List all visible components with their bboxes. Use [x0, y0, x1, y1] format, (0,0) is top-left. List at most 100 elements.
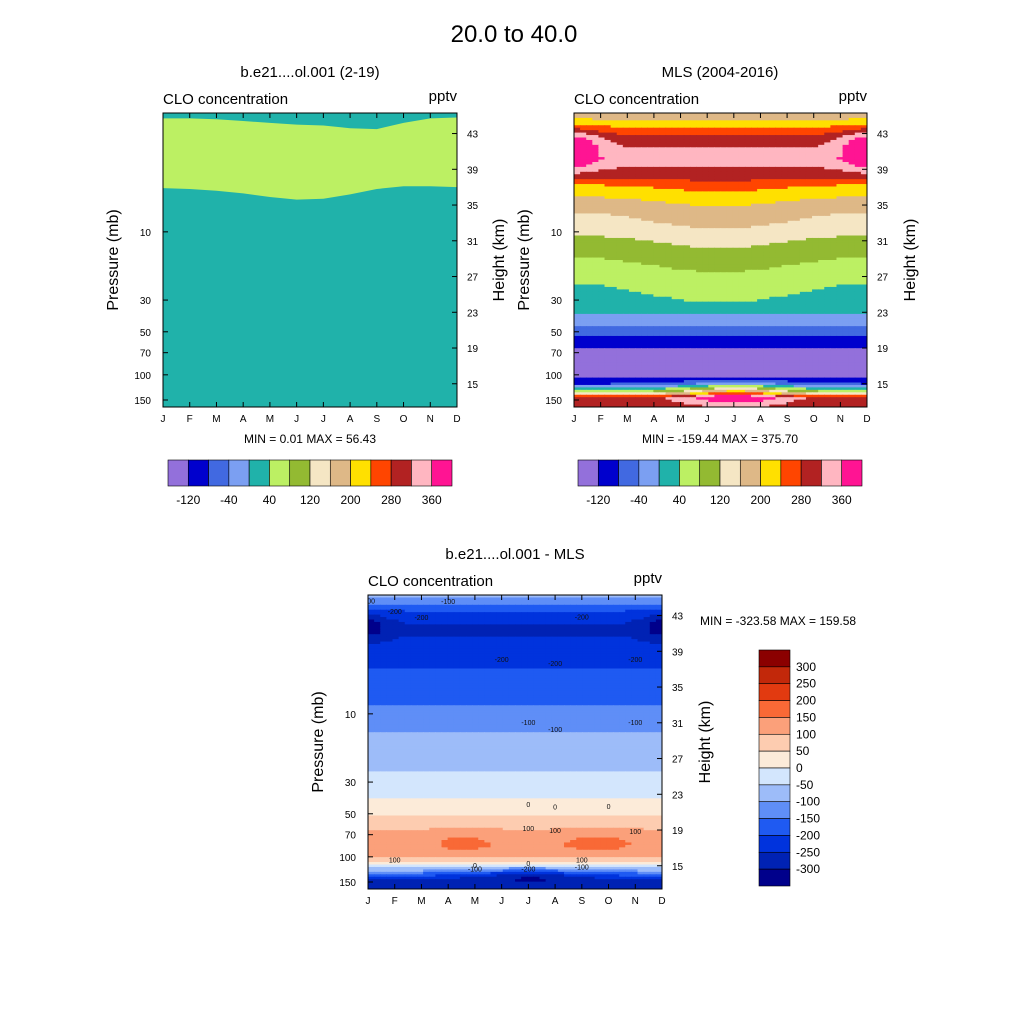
mls-cell — [781, 331, 789, 335]
mls-cell — [818, 360, 825, 364]
mls-cell — [592, 125, 600, 129]
mls-cell — [659, 235, 667, 239]
mls-cell — [610, 316, 618, 320]
mls-cell — [647, 159, 654, 163]
mls-cell — [641, 117, 648, 121]
mls-cell — [592, 211, 600, 215]
mls-cell — [769, 267, 777, 271]
mls-cell — [726, 264, 734, 268]
mls-cell — [628, 252, 636, 256]
mls-cell — [842, 233, 850, 237]
mls-cell — [702, 286, 709, 290]
mls-cell — [677, 331, 685, 335]
mls-cell — [653, 188, 661, 192]
mls-cell — [738, 264, 746, 268]
mls-cell — [812, 306, 819, 310]
mls-cell — [842, 360, 850, 364]
mls-cell — [708, 279, 715, 283]
mls-cell — [769, 120, 777, 124]
mls-cell — [787, 186, 795, 190]
mls-cell — [720, 321, 728, 325]
mls-cell — [683, 331, 691, 335]
mls-cell — [689, 301, 697, 305]
mls-cell — [854, 223, 862, 227]
mls-cell — [769, 299, 777, 303]
mls-cell — [805, 316, 813, 320]
mls-cell — [836, 250, 844, 254]
mls-cell — [586, 117, 593, 121]
mls-cell — [696, 213, 703, 217]
mls-cell — [763, 144, 770, 148]
mls-cell — [586, 152, 593, 156]
mls-cell — [860, 237, 867, 241]
mls-cell — [689, 174, 697, 178]
mls-cell — [781, 299, 789, 303]
mls-cell — [836, 301, 844, 305]
mls-cell — [781, 149, 789, 153]
mls-cell — [726, 272, 734, 276]
mls-cell — [799, 169, 807, 173]
mls-cell — [702, 208, 709, 212]
mls-cell — [860, 208, 867, 212]
mls-cell — [647, 157, 654, 161]
mls-cell — [628, 201, 636, 205]
mls-cell — [836, 203, 844, 207]
mls-cell — [696, 154, 703, 158]
mls-cell — [787, 193, 795, 197]
mls-cell — [604, 237, 612, 241]
mls-cell — [610, 286, 618, 290]
mls-cell — [689, 294, 697, 298]
mls-cell — [860, 147, 867, 151]
mls-cell — [726, 149, 734, 153]
mls-cell — [677, 318, 685, 322]
mls-cell — [671, 191, 679, 195]
mls-cell — [720, 142, 728, 146]
mls-cell — [653, 186, 661, 190]
mls-cell — [824, 166, 831, 170]
mls-cell — [592, 203, 600, 207]
mls-cell — [781, 358, 789, 362]
mls-cell — [818, 144, 825, 148]
mls-cell — [757, 223, 764, 227]
mls-cell — [738, 196, 746, 200]
mls-cell — [720, 235, 728, 239]
mls-cell — [574, 201, 581, 205]
mls-cell — [799, 284, 807, 288]
mls-cell — [726, 294, 734, 298]
mls-cell — [610, 257, 618, 261]
mls-cell — [702, 252, 709, 256]
mls-cell — [854, 176, 862, 180]
mls-cell — [799, 323, 807, 327]
mls-cell — [799, 218, 807, 222]
mls-cell — [818, 316, 825, 320]
mls-cell — [586, 230, 593, 234]
mls-cell — [799, 277, 807, 281]
mls-cell — [598, 345, 606, 349]
mls-cell — [653, 132, 661, 136]
mls-cell — [616, 311, 624, 315]
mls-cell — [732, 171, 740, 175]
mls-cell — [598, 147, 606, 151]
mls-cell — [598, 139, 606, 143]
mls-cell — [683, 184, 691, 188]
mls-cell — [769, 262, 777, 266]
mls-cell — [732, 203, 740, 207]
mls-cell — [677, 350, 685, 354]
mls-cell — [812, 274, 819, 278]
mls-cell — [671, 137, 679, 141]
mls-cell — [708, 289, 715, 293]
mls-cell — [586, 169, 593, 173]
mls-cell — [647, 286, 654, 290]
mls-cell — [769, 208, 777, 212]
mls-cell — [842, 326, 850, 330]
mls-cell — [574, 208, 581, 212]
mls-cell — [751, 274, 758, 278]
mls-cell — [720, 260, 728, 264]
mls-cell — [647, 279, 654, 283]
mls-cell — [683, 323, 691, 327]
mls-cell — [732, 169, 740, 173]
mls-cell — [689, 166, 697, 170]
mls-cell — [812, 125, 819, 129]
mls-cell — [726, 345, 734, 349]
mls-cell — [708, 191, 715, 195]
